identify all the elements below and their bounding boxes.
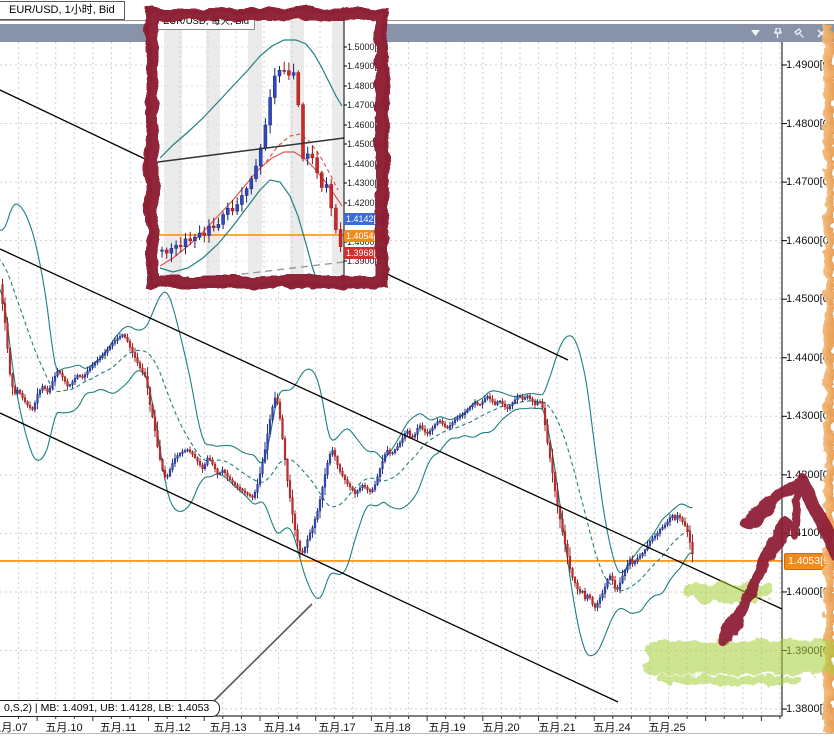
price-axis-label: 1.4900[0] (786, 59, 832, 71)
chart-toolbar (0, 24, 834, 42)
tabstrip-divider (0, 20, 834, 21)
time-axis-label: 五月.14 (263, 722, 301, 734)
inset-price-badge: 1.3968[6 (344, 247, 385, 259)
inset-price-badge: 1.4142[7 (344, 213, 385, 225)
price-axis-label: 1.4700[0] (786, 176, 832, 189)
pin-icon[interactable] (771, 27, 784, 40)
inset-price-axis-label: 1.4500[0 (347, 139, 383, 149)
inset-price-axis-label: 1.4300[0 (347, 178, 383, 188)
inset-price-axis-label: 1.5000[0 (347, 42, 383, 52)
price-axis-label: 1.4400[0] (786, 351, 832, 364)
time-axis-label: 五月.12 (153, 722, 191, 734)
window-bottom-border (0, 733, 834, 734)
close-icon[interactable] (815, 27, 828, 40)
time-axis-label: 五月.17 (318, 722, 356, 734)
price-axis-label: 1.3800[0] (786, 703, 832, 716)
inset-price-axis-label: 1.4600[0 (347, 120, 383, 130)
time-axis-label: 五月.20 (482, 722, 520, 734)
time-axis-label: 五月.18 (373, 722, 411, 734)
inset-price-badge: 1.4054[0 (344, 230, 385, 242)
time-axis-label: 五月.11 (99, 722, 137, 734)
time-axis-label: 五月.21 (538, 722, 576, 734)
time-axis-label: 五月.25 (648, 722, 686, 734)
chart-tab[interactable]: EUR/USD, 1小时, Bid (0, 1, 125, 20)
inset-chart-title: EUR/USD, 每天, Bid (157, 14, 256, 30)
time-axis-label: 五月.10 (45, 722, 83, 734)
price-axis-label: 1.4800[0] (786, 117, 832, 130)
price-axis-label: 1.4500[0] (786, 293, 832, 306)
price-axis-label: 1.4000[0] (786, 585, 832, 598)
time-axis-label: 五月.24 (593, 722, 631, 734)
price-axis-label: 1.4300[0] (786, 410, 832, 423)
bollinger-status-tooltip: 0,S,2) | MB: 1.4091, UB: 1.4128, LB: 1.4… (0, 700, 221, 717)
gridlines (0, 42, 782, 716)
unpin-icon[interactable] (793, 27, 806, 40)
chart-menu-dropdown-icon[interactable] (749, 27, 762, 40)
inset-price-axis-label: 1.4800[0 (347, 81, 383, 91)
price-axis-label: 1.4600[0] (786, 234, 832, 247)
time-axis-label: 五月.13 (209, 722, 247, 734)
inset-price-axis-label: 1.4400[0 (347, 159, 383, 169)
time-axis-label: 五月.19 (428, 722, 466, 734)
inset-price-axis-label: 1.4900[0 (347, 61, 383, 71)
candlestick-series (1, 278, 694, 612)
current-price-badge: 1.4053[9 (784, 552, 834, 570)
inset-price-axis-label: 1.4200[0 (347, 198, 383, 208)
inset-daily-chart: EUR/USD, 每天, Bid 1.5000[0 1.4900[0 1.4800[… (148, 10, 385, 288)
time-axis-label: 五月.07 (0, 722, 28, 734)
inset-price-axis-label: 1.4700[0 (347, 100, 383, 110)
